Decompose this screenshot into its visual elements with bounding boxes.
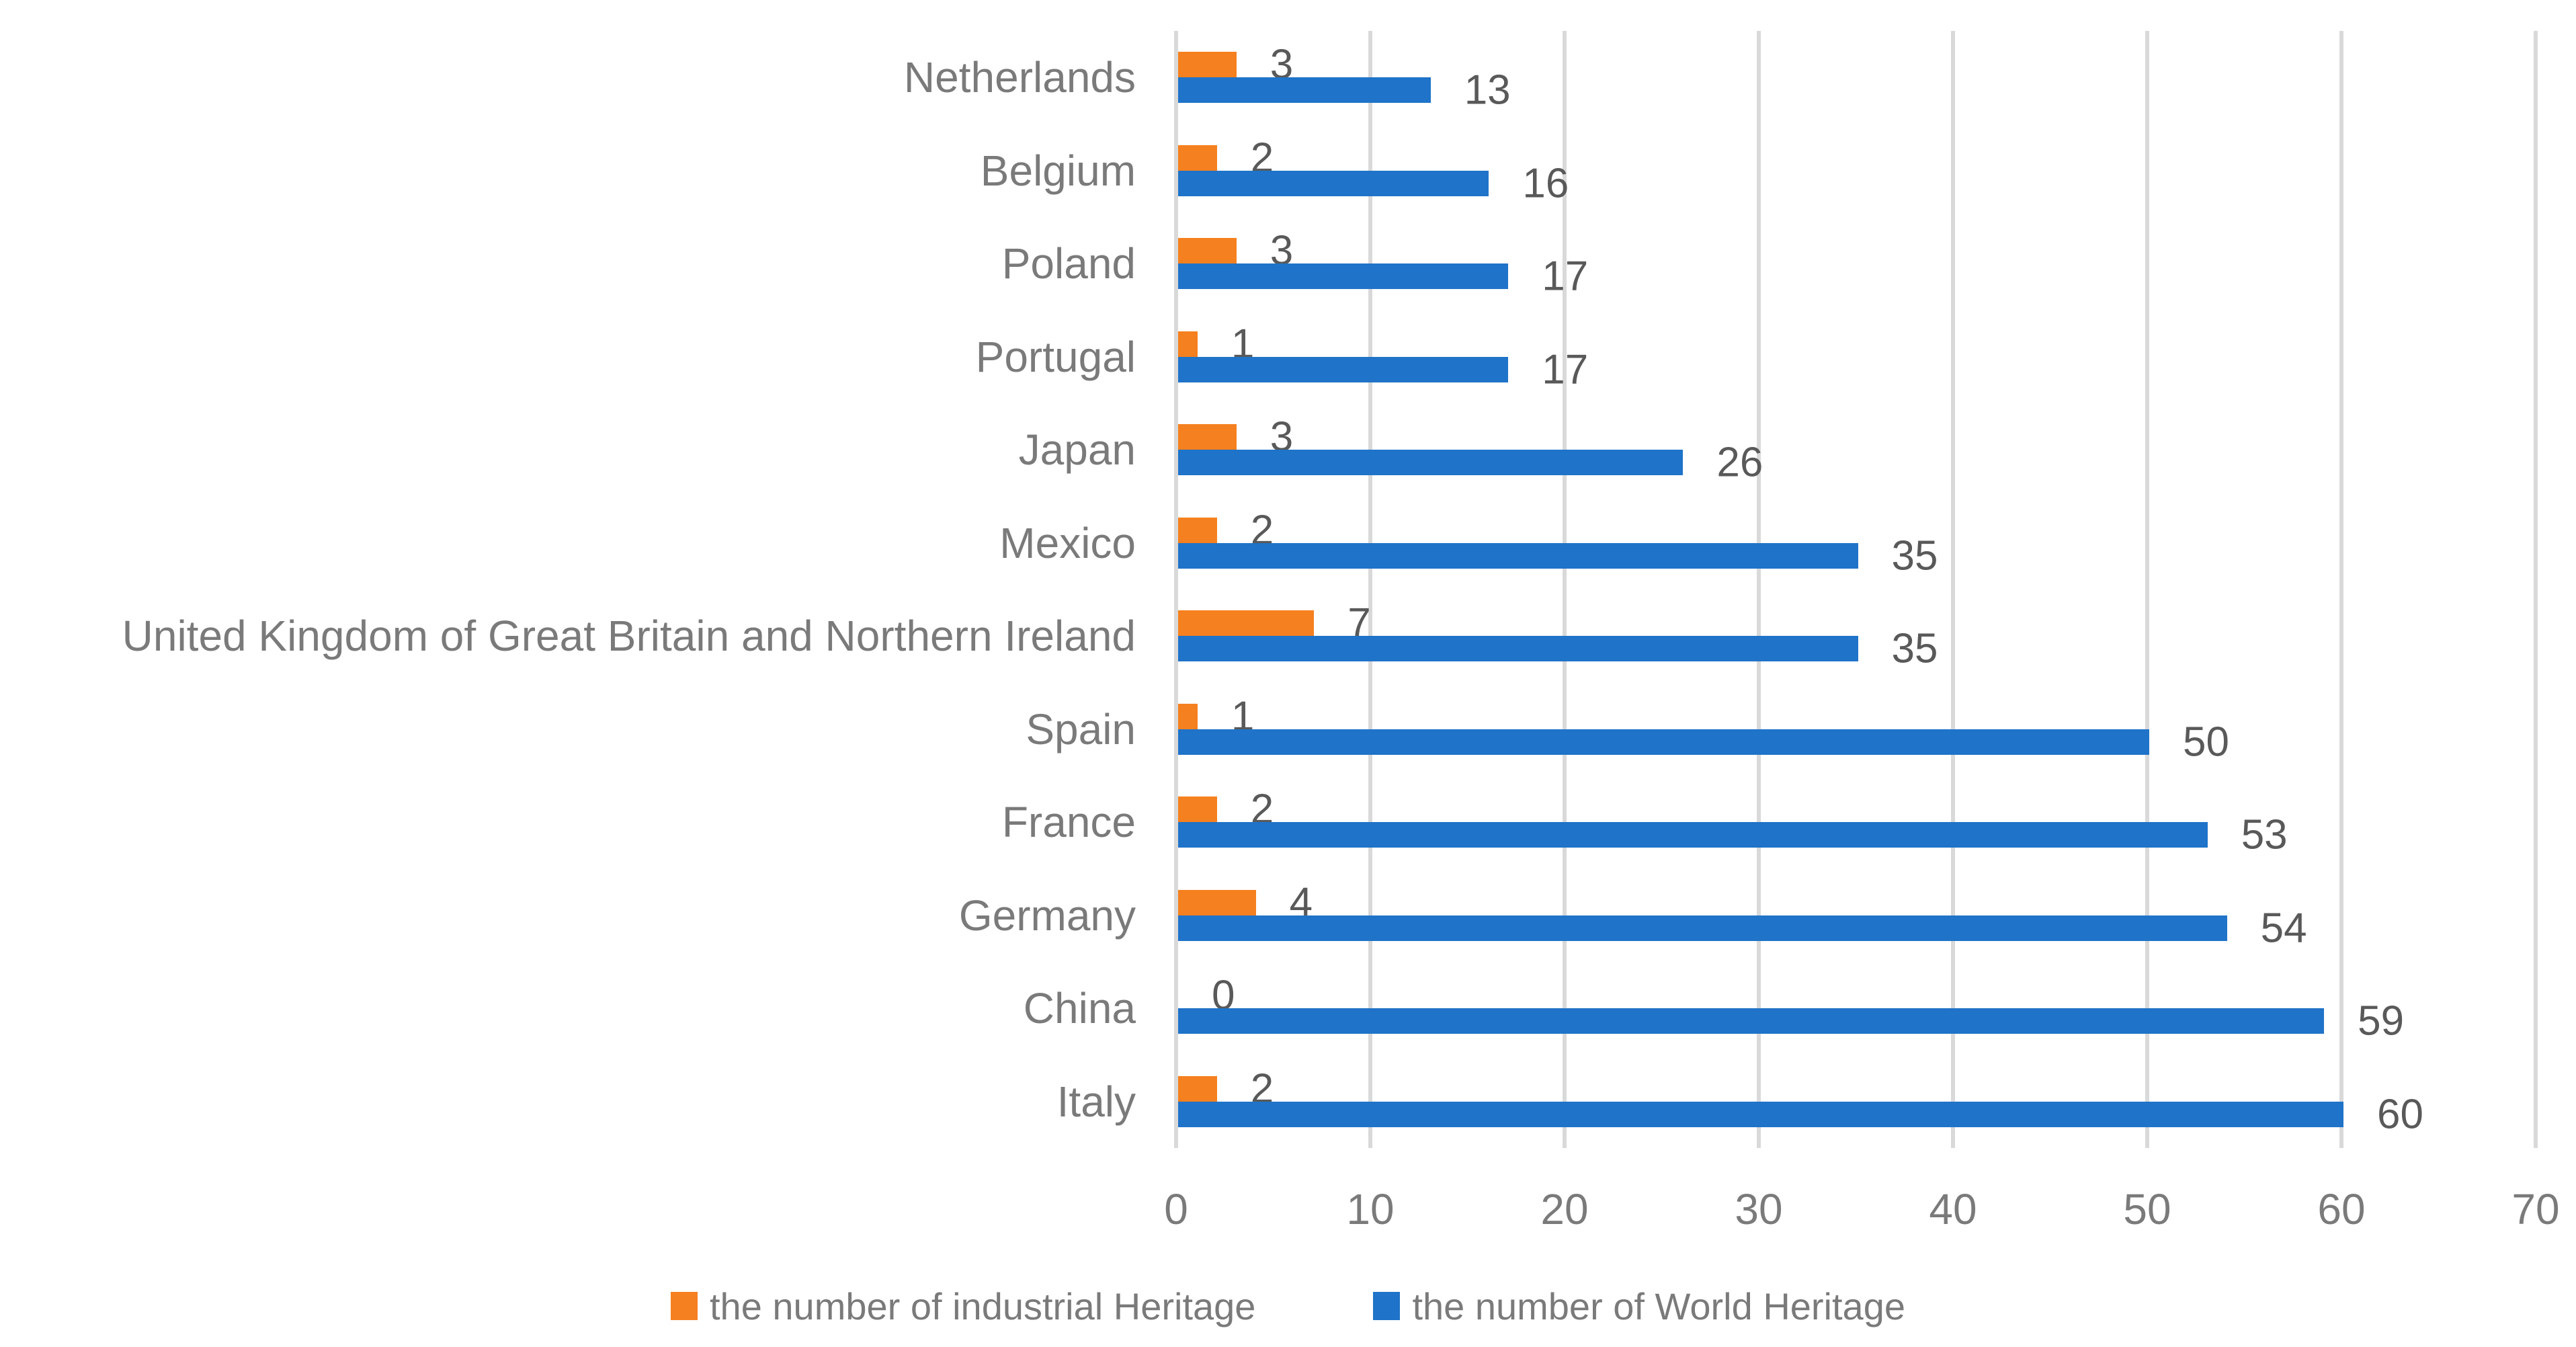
bar-world-portugal	[1178, 356, 1509, 382]
bar-world-france	[1178, 822, 2208, 848]
category-label-china: China	[1023, 984, 1136, 1033]
x-tick-label-50: 50	[2123, 1185, 2171, 1233]
category-label-mexico: Mexico	[999, 518, 1136, 567]
x-tick-label-10: 10	[1346, 1185, 1395, 1233]
category-label-belgium: Belgium	[980, 146, 1136, 195]
bar-world-spain	[1178, 729, 2149, 755]
value-label-world-netherlands: 13	[1464, 67, 1511, 114]
value-label-world-germany: 54	[2260, 905, 2307, 952]
bar-world-poland	[1178, 263, 1509, 290]
legend-item-industrial: the number of industrial Heritage	[671, 1284, 1255, 1328]
bar-industrial-united-kingdom-of-great-britain-and-northern-ireland	[1178, 610, 1315, 637]
bar-world-japan	[1178, 450, 1684, 476]
gridline-60	[2339, 31, 2343, 1148]
x-tick-label-60: 60	[2317, 1185, 2366, 1233]
gridline-10	[1368, 31, 1372, 1148]
bar-industrial-netherlands	[1178, 52, 1237, 78]
chart-legend: the number of industrial Heritage the num…	[0, 1276, 2576, 1336]
category-label-netherlands: Netherlands	[903, 53, 1136, 102]
category-label-germany: Germany	[958, 891, 1136, 940]
bar-world-italy	[1178, 1101, 2343, 1127]
value-label-world-italy: 60	[2377, 1091, 2423, 1138]
x-tick-label-30: 30	[1735, 1185, 1783, 1233]
legend-swatch-world	[1373, 1292, 1401, 1320]
gridline-0	[1174, 31, 1178, 1148]
legend-label-industrial: the number of industrial Heritage	[710, 1284, 1256, 1328]
bar-industrial-italy	[1178, 1075, 1217, 1102]
gridline-40	[1951, 31, 1955, 1148]
value-label-world-belgium: 16	[1522, 160, 1569, 207]
x-tick-label-20: 20	[1540, 1185, 1589, 1233]
category-label-france: France	[1001, 798, 1136, 847]
bar-world-united-kingdom-of-great-britain-and-northern-ireland	[1178, 636, 1858, 662]
bar-world-germany	[1178, 915, 2227, 941]
category-label-united-kingdom-of-great-britain-and-northern-ireland: United Kingdom of Great Britain and Nort…	[122, 612, 1136, 661]
value-label-world-spain: 50	[2183, 719, 2229, 766]
legend-label-world: the number of World Heritage	[1412, 1284, 1905, 1328]
bar-industrial-mexico	[1178, 517, 1217, 543]
value-label-world-china: 59	[2358, 997, 2405, 1045]
x-tick-label-70: 70	[2511, 1185, 2560, 1233]
bar-industrial-france	[1178, 797, 1217, 823]
value-label-world-united-kingdom-of-great-britain-and-northern-ireland: 35	[1891, 625, 1938, 672]
category-label-portugal: Portugal	[975, 332, 1136, 381]
gridline-50	[2145, 31, 2149, 1148]
value-label-world-france: 53	[2241, 811, 2288, 858]
gridline-20	[1563, 31, 1567, 1148]
category-label-japan: Japan	[1018, 425, 1136, 475]
x-tick-label-0: 0	[1164, 1185, 1188, 1233]
x-tick-label-40: 40	[1929, 1185, 1977, 1233]
bar-world-belgium	[1178, 170, 1489, 196]
legend-swatch-industrial	[671, 1292, 698, 1320]
bar-industrial-germany	[1178, 889, 1256, 915]
category-label-poland: Poland	[1001, 239, 1136, 288]
value-label-world-mexico: 35	[1891, 532, 1938, 579]
bar-world-netherlands	[1178, 77, 1431, 104]
value-label-world-japan: 26	[1716, 439, 1763, 486]
gridline-70	[2534, 31, 2538, 1148]
bar-world-mexico	[1178, 542, 1858, 569]
value-label-world-portugal: 17	[1542, 346, 1589, 393]
bar-industrial-poland	[1178, 238, 1237, 264]
gridline-30	[1757, 31, 1761, 1148]
bar-industrial-belgium	[1178, 145, 1217, 171]
legend-item-world: the number of World Heritage	[1373, 1284, 1905, 1328]
category-label-spain: Spain	[1026, 704, 1136, 753]
bar-world-china	[1178, 1008, 2325, 1034]
bar-industrial-portugal	[1178, 331, 1198, 357]
category-label-italy: Italy	[1056, 1077, 1136, 1126]
bar-industrial-spain	[1178, 703, 1198, 729]
bar-industrial-japan	[1178, 424, 1237, 450]
value-label-world-poland: 17	[1542, 253, 1589, 300]
